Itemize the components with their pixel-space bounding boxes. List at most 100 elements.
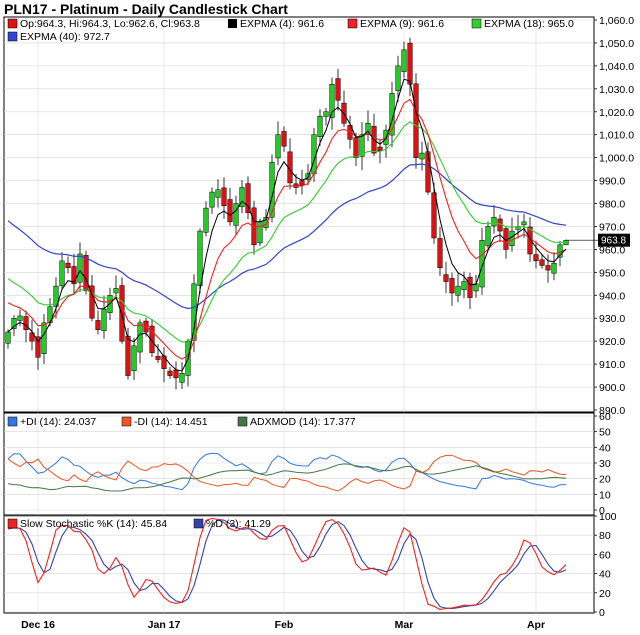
candle-body — [95, 320, 101, 330]
stochastic-lines — [7, 517, 567, 610]
stoch-tick-label: 60 — [599, 549, 611, 561]
candle-body — [275, 134, 281, 159]
candle-body — [431, 192, 437, 239]
plus-di-line — [7, 452, 567, 491]
legend-expma4: EXPMA (4): 961.6 — [240, 18, 324, 30]
candle-body — [83, 255, 89, 291]
candle-body — [29, 332, 35, 342]
candle-body — [35, 336, 41, 358]
legend-expma9-swatch — [347, 18, 358, 29]
candle-body — [329, 83, 335, 118]
price-tick-label: 930.0 — [599, 313, 625, 325]
candle-body — [113, 288, 119, 294]
candle — [407, 37, 413, 97]
price-tick-label: 1,020.0 — [599, 107, 634, 119]
price-legend: Op:964.3, Hi:964.3, Lo:962.6, Cl:963.8 E… — [7, 18, 574, 43]
candle — [323, 107, 329, 126]
candle — [419, 141, 425, 171]
stoch-tick-label: 100 — [599, 511, 617, 523]
last-price-label: 963.8 — [601, 236, 626, 247]
expma9-line — [7, 98, 567, 360]
legend-adx: ADXMOD (14): 17.377 — [250, 416, 356, 428]
candle-body — [485, 226, 491, 247]
candle — [389, 81, 395, 148]
candle — [275, 121, 281, 166]
candle-body — [137, 322, 143, 353]
candle — [479, 227, 485, 295]
candle — [209, 187, 215, 214]
dmi-tick-label: 50 — [599, 427, 611, 439]
candle — [95, 310, 101, 335]
candle-body — [221, 187, 227, 207]
dmi-legend: +DI (14): 24.037 -DI (14): 14.451 ADXMOD… — [7, 416, 356, 428]
legend-plus-di: +DI (14): 24.037 — [20, 416, 96, 428]
candle-body — [317, 116, 323, 138]
candle — [413, 73, 419, 169]
candle — [317, 109, 323, 146]
candle-body — [545, 265, 551, 271]
candle — [365, 110, 371, 141]
candle — [131, 337, 137, 381]
candle-body — [263, 217, 269, 228]
stoch-tick-label: 0 — [599, 607, 605, 619]
price-tick-label: 890.0 — [599, 405, 625, 417]
candle-body — [425, 151, 431, 193]
legend-plus-di-swatch — [7, 416, 18, 427]
candle-body — [227, 199, 233, 223]
candle — [59, 252, 65, 289]
candle — [245, 176, 251, 220]
candle-body — [437, 238, 443, 269]
candle-body — [11, 317, 17, 329]
candle — [401, 41, 407, 78]
candle-body — [77, 253, 83, 283]
candle — [233, 195, 239, 236]
candle-body — [335, 78, 341, 101]
legend-ohlc: Op:964.3, Hi:964.3, Lo:962.6, Cl:963.8 — [20, 18, 200, 30]
candle-body — [71, 266, 77, 285]
candle-body — [443, 274, 449, 282]
candle — [437, 227, 443, 276]
legend-minus-di-swatch — [121, 416, 132, 427]
candle-body — [479, 239, 485, 288]
expma40-line — [7, 163, 567, 310]
candle — [257, 218, 263, 247]
candle — [347, 115, 353, 149]
price-tick-label: 1,010.0 — [599, 130, 634, 142]
legend-expma18: EXPMA (18): 965.0 — [484, 18, 574, 30]
candle-body — [197, 230, 203, 286]
candle — [485, 221, 491, 249]
legend-expma40-swatch — [7, 31, 18, 42]
legend-stoch-k-swatch — [7, 518, 18, 529]
price-tick-label: 940.0 — [599, 290, 625, 302]
candle-body — [233, 203, 239, 226]
candle — [167, 367, 173, 379]
price-tick-label: 920.0 — [599, 336, 625, 348]
date-axis: Dec 16 Jan 17 Feb Mar Apr — [21, 619, 545, 631]
candle-body — [299, 180, 305, 186]
candle-body — [215, 189, 221, 198]
price-tick-label: 1,050.0 — [599, 38, 634, 50]
candle — [281, 126, 287, 152]
legend-minus-di: -DI (14): 14.451 — [134, 416, 208, 428]
date-label: Mar — [395, 619, 414, 631]
candle-body — [101, 308, 107, 332]
candle-body — [17, 315, 23, 321]
candle-body — [179, 373, 185, 383]
adx-line — [7, 463, 567, 492]
candle-body — [533, 254, 539, 262]
candle-body — [245, 183, 251, 213]
candle — [449, 272, 455, 306]
candle — [11, 315, 17, 336]
stoch-tick-label: 40 — [599, 569, 611, 581]
candle — [533, 241, 539, 269]
candle-body — [203, 207, 209, 233]
price-panel — [3, 16, 595, 413]
candle-body — [467, 276, 473, 298]
dmi-tick-label: 0 — [599, 505, 605, 517]
candle-body — [419, 152, 425, 160]
candle-body — [155, 356, 161, 360]
candle — [443, 261, 449, 294]
candle — [89, 275, 95, 322]
dmi-panel — [3, 412, 595, 516]
price-tick-label: 1,040.0 — [599, 61, 634, 73]
